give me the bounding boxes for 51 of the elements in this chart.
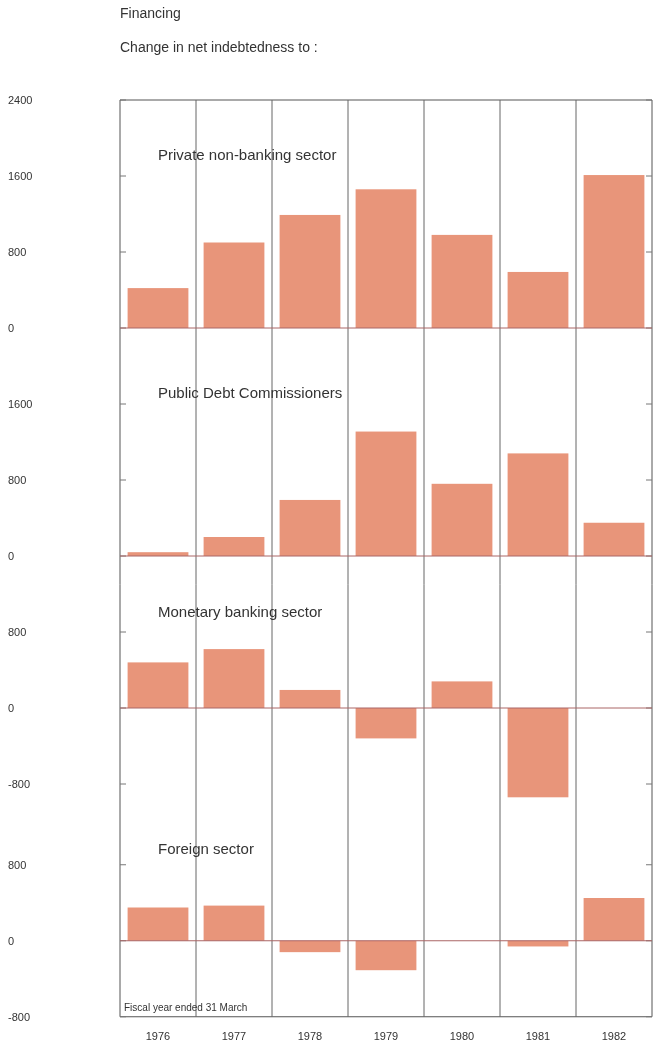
chart-title: Financing bbox=[120, 5, 181, 21]
bar bbox=[127, 662, 189, 708]
bar bbox=[583, 898, 645, 941]
bar bbox=[507, 271, 569, 328]
bar bbox=[279, 214, 341, 328]
bar bbox=[583, 175, 645, 328]
y-tick-label: 0 bbox=[8, 934, 15, 947]
bar bbox=[507, 453, 569, 556]
y-tick-label: 0 bbox=[8, 549, 15, 562]
bar bbox=[203, 242, 265, 328]
y-tick-label: 800 bbox=[8, 625, 27, 638]
annotation: Monetary banking sector bbox=[158, 602, 323, 620]
bar bbox=[355, 708, 417, 739]
bar bbox=[583, 522, 645, 556]
bar bbox=[203, 649, 265, 708]
x-tick-label: 1977 bbox=[221, 1030, 247, 1042]
x-tick-label: 1982 bbox=[601, 1030, 627, 1042]
y-tick-label: 0 bbox=[8, 321, 15, 334]
annotation: Fiscal year ended 31 March bbox=[124, 1001, 248, 1013]
bar bbox=[507, 708, 569, 798]
bar bbox=[355, 431, 417, 556]
x-tick-label: 1978 bbox=[297, 1030, 323, 1042]
y-tick-label: 800 bbox=[8, 245, 27, 258]
bar bbox=[355, 189, 417, 328]
y-tick-label: 800 bbox=[8, 858, 27, 871]
annotation: Public Debt Commissioners bbox=[158, 384, 343, 401]
annotation: Foreign sector bbox=[158, 840, 254, 857]
x-tick-label: 1980 bbox=[449, 1030, 475, 1042]
y-tick-label: 2400 bbox=[8, 93, 33, 106]
y-tick-label: 1600 bbox=[8, 397, 33, 410]
x-tick-label: 1981 bbox=[525, 1030, 551, 1042]
y-tick-label: -800 bbox=[8, 1010, 31, 1023]
bar bbox=[279, 499, 341, 556]
x-tick-label: 1976 bbox=[145, 1030, 171, 1042]
chart-subtitle: Change in net indebtedness to : bbox=[120, 39, 318, 55]
x-tick-label: 1979 bbox=[373, 1030, 399, 1042]
bar bbox=[431, 234, 493, 328]
bar bbox=[203, 537, 265, 556]
bar bbox=[355, 940, 417, 971]
y-tick-label: 0 bbox=[8, 701, 15, 714]
y-tick-label: -800 bbox=[8, 777, 31, 790]
y-tick-label: 800 bbox=[8, 473, 27, 486]
bar bbox=[431, 483, 493, 556]
bar bbox=[127, 907, 189, 941]
bar bbox=[431, 681, 493, 708]
bar bbox=[279, 689, 341, 708]
y-tick-label: 1600 bbox=[8, 169, 33, 182]
bar bbox=[279, 940, 341, 953]
annotation: Private non-banking sector bbox=[158, 146, 337, 163]
bar bbox=[203, 905, 265, 941]
bar bbox=[127, 288, 189, 328]
